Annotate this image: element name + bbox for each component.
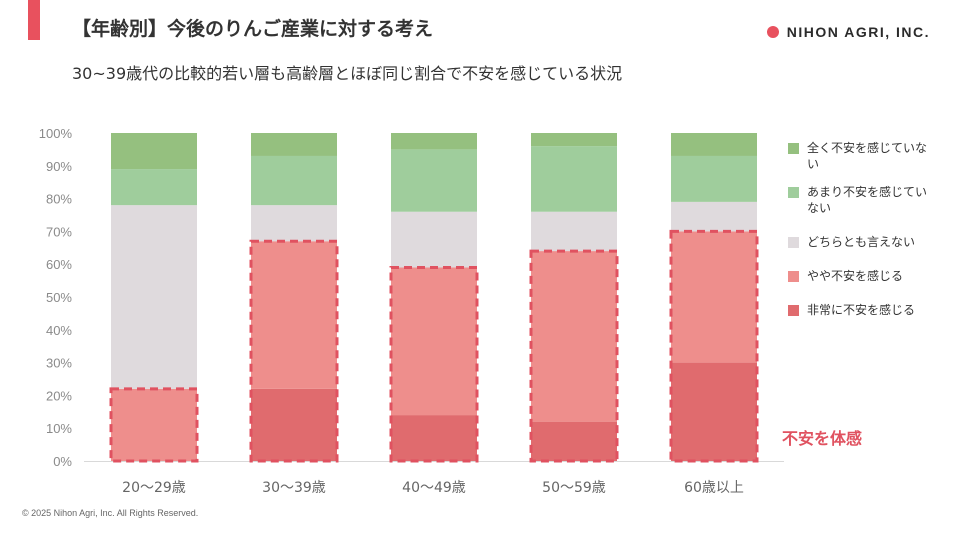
accent-bar bbox=[28, 0, 40, 40]
legend-label: あまり不安を感じていない bbox=[807, 185, 928, 215]
anxiety-highlight-box bbox=[529, 249, 619, 463]
bar-segment bbox=[251, 388, 337, 461]
legend-swatch bbox=[788, 187, 799, 198]
y-tick-label: 60% bbox=[46, 257, 72, 272]
legend-label: 全く不安を感じていない bbox=[807, 141, 928, 171]
bar-segment bbox=[671, 201, 757, 232]
bar-segment bbox=[251, 205, 337, 242]
copyright-text: © 2025 Nihon Agri, Inc. All Rights Reser… bbox=[22, 508, 199, 518]
bar-segment bbox=[251, 155, 337, 206]
bar-segment bbox=[111, 205, 197, 389]
legend-item: 非常に不安を感じる bbox=[788, 302, 937, 318]
bar-segment bbox=[251, 241, 337, 389]
legend-label: 非常に不安を感じる bbox=[807, 303, 916, 317]
page-subtitle: 30~39歳代の比較的若い層も高齢層とほぼ同じ割合で不安を感じている状況 bbox=[72, 64, 623, 83]
legend-item: あまり不安を感じていない bbox=[788, 184, 937, 216]
x-tick-label: 60歳以上 bbox=[684, 480, 744, 496]
bar-segment bbox=[671, 133, 757, 156]
legend-label: どちらとも言えない bbox=[807, 235, 916, 249]
anxiety-highlight-box bbox=[669, 229, 759, 463]
y-tick-label: 70% bbox=[46, 224, 72, 239]
bar-segment bbox=[531, 421, 617, 461]
y-tick-label: 50% bbox=[46, 290, 72, 305]
legend-swatch bbox=[788, 143, 799, 154]
y-tick-label: 80% bbox=[46, 192, 72, 207]
anxiety-callout-label: 不安を体感 bbox=[782, 429, 863, 448]
bar-segment bbox=[111, 169, 197, 206]
bar-segment bbox=[531, 133, 617, 147]
legend-swatch bbox=[788, 271, 799, 282]
y-tick-label: 90% bbox=[46, 159, 72, 174]
bar-segment bbox=[391, 149, 477, 212]
legend-swatch bbox=[788, 237, 799, 248]
x-tick-label: 30〜39歳 bbox=[262, 480, 326, 496]
brand-name: NIHON AGRI, INC. bbox=[786, 24, 930, 40]
bar-segment bbox=[671, 155, 757, 202]
legend-item: 全く不安を感じていない bbox=[788, 140, 937, 172]
legend-label: やや不安を感じる bbox=[807, 269, 904, 283]
anxiety-highlight-box bbox=[389, 265, 479, 463]
bar-segment bbox=[251, 133, 337, 156]
bar-segment bbox=[391, 211, 477, 268]
x-tick-label: 20〜29歳 bbox=[122, 480, 186, 496]
page-title: 【年齢別】今後のりんご産業に対する考え bbox=[72, 18, 434, 40]
y-tick-label: 30% bbox=[46, 356, 72, 371]
bar-segment bbox=[671, 362, 757, 461]
x-tick-label: 50〜59歳 bbox=[542, 480, 606, 496]
bar-segment bbox=[531, 146, 617, 212]
bar-segment bbox=[671, 231, 757, 363]
anxiety-highlight-box bbox=[249, 239, 339, 463]
y-tick-label: 20% bbox=[46, 388, 72, 403]
x-tick-label: 40〜49歳 bbox=[402, 480, 466, 496]
bar-segment bbox=[531, 211, 617, 252]
bar-segment bbox=[391, 267, 477, 416]
legend-swatch bbox=[788, 305, 799, 316]
y-tick-label: 10% bbox=[46, 421, 72, 436]
bar-segment bbox=[391, 133, 477, 150]
legend-item: どちらとも言えない bbox=[788, 234, 937, 250]
bar-segment bbox=[111, 388, 197, 461]
brand-logo: NIHON AGRI, INC. bbox=[766, 24, 930, 40]
y-tick-label: 100% bbox=[39, 126, 73, 141]
anxiety-highlight-box bbox=[109, 387, 199, 463]
y-tick-label: 40% bbox=[46, 323, 72, 338]
bar-segment bbox=[391, 415, 477, 461]
y-tick-label: 0% bbox=[53, 454, 72, 469]
legend-item: やや不安を感じる bbox=[788, 268, 937, 284]
bar-segment bbox=[111, 133, 197, 170]
bar-segment bbox=[531, 251, 617, 422]
brand-dot-icon bbox=[766, 26, 779, 38]
